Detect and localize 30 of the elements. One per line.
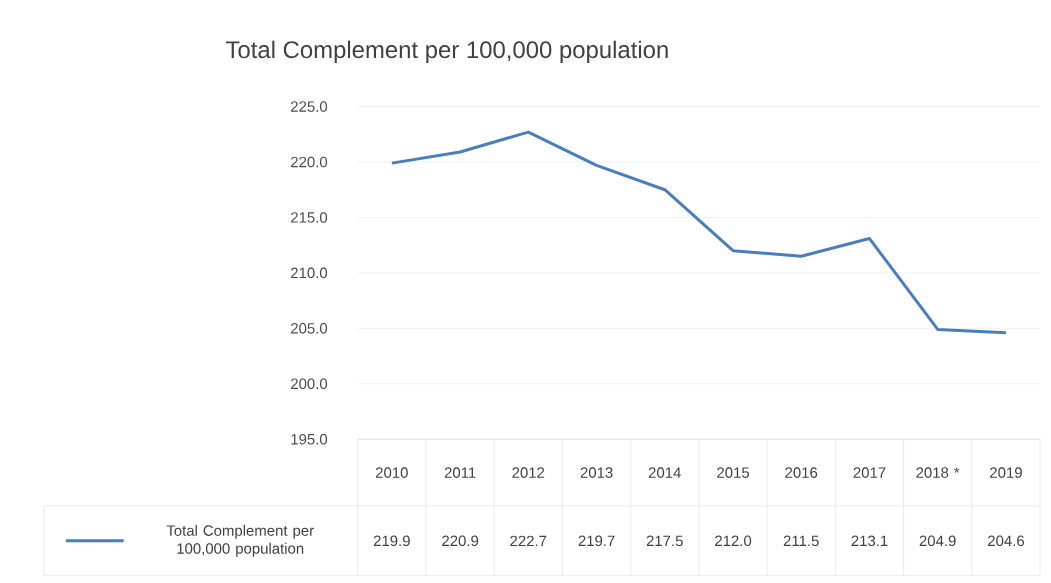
text: Total Complement per 100,000 population: [166, 525, 314, 557]
line-series: [390, 130, 1008, 335]
y-tick-label: 200.0: [291, 378, 328, 390]
data-label: 219.9: [373, 535, 410, 547]
data-label: 220.9: [442, 535, 479, 547]
y-tick-label: 225.0: [291, 101, 328, 112]
y-tick-label: 205.0: [291, 323, 328, 334]
x-tick-label: 2013: [580, 467, 613, 479]
data-label: 212.0: [715, 535, 752, 547]
x-tick-label: 2016: [785, 467, 818, 479]
data-label: 204.6: [988, 535, 1025, 547]
x-tick-label: 2012: [512, 467, 545, 479]
x-tick-label: 2015: [717, 467, 750, 479]
data-label: 217.5: [646, 535, 683, 547]
chart-title: Total Complement per 100,000 population: [226, 40, 668, 64]
x-tick-label: 2018 *: [916, 467, 960, 479]
data-label: 213.1: [851, 535, 888, 547]
y-tick-label: 220.0: [291, 156, 328, 168]
x-tick-label: 2017: [853, 467, 886, 479]
data-label: 219.7: [578, 535, 615, 547]
data-label: 204.9: [919, 535, 956, 547]
x-tick-label: 2019: [990, 467, 1022, 479]
y-tick-label: 210.0: [291, 267, 328, 279]
y-tick-label: 215.0: [291, 212, 328, 223]
x-tick-label: 2011: [444, 467, 476, 479]
data-label: 222.7: [510, 535, 547, 547]
y-tick-label: 195.0: [291, 434, 328, 445]
x-tick-label: 2014: [648, 467, 681, 479]
data-label: 211.5: [783, 535, 819, 547]
x-tick-label: 2010: [375, 467, 408, 479]
